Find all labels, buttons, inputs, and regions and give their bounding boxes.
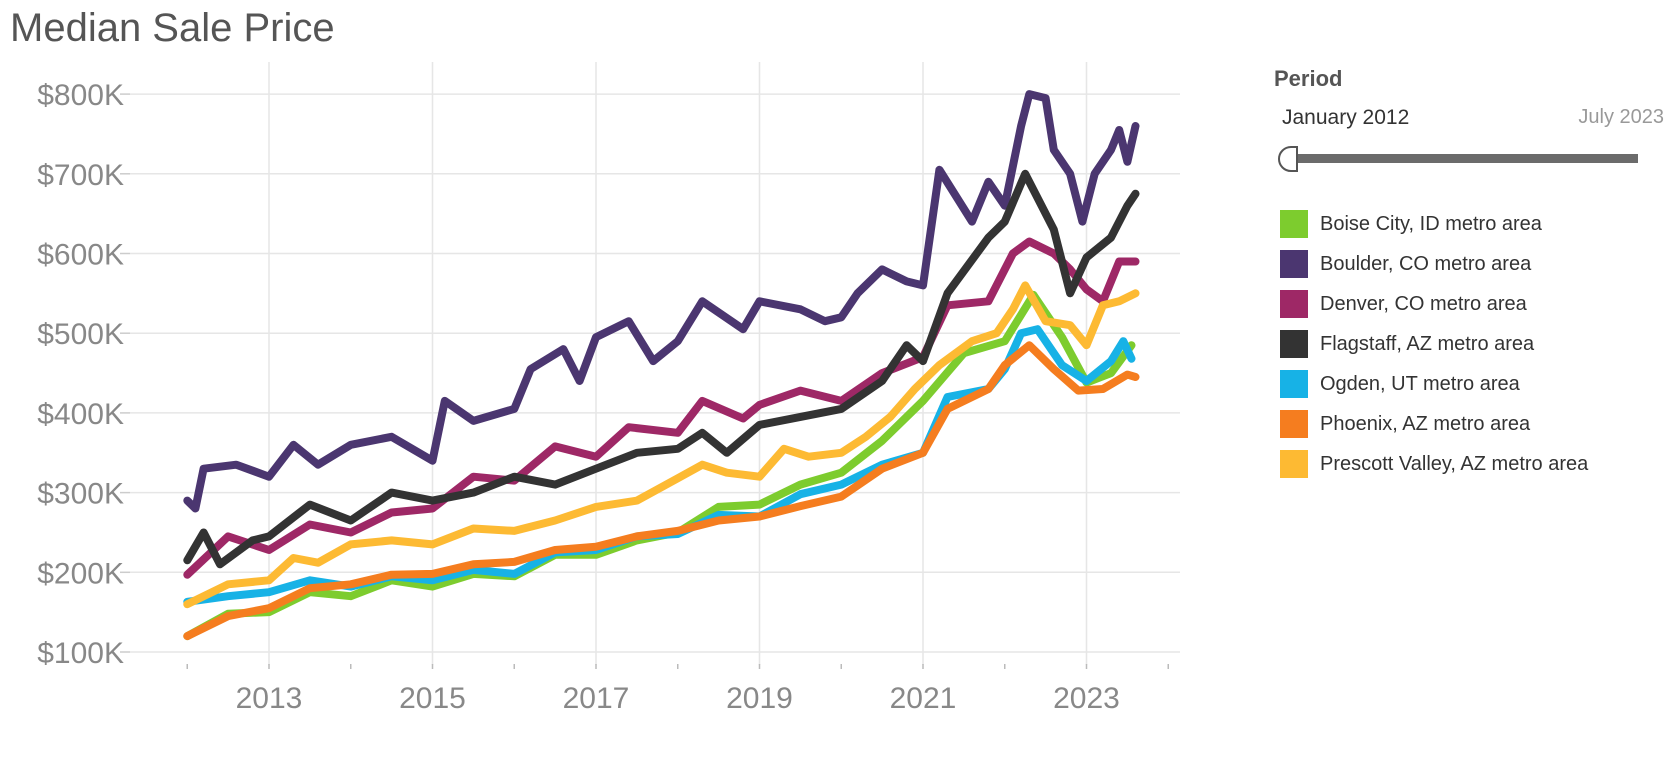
y-tick-label: $200K <box>37 557 124 590</box>
legend-swatch <box>1280 210 1308 238</box>
legend-swatch <box>1280 450 1308 478</box>
grid-lines <box>120 62 1180 669</box>
y-axis-ticks: $100K $200K $300K $400K $500K $600K $700K $800K <box>37 79 124 670</box>
legend-label: Phoenix, AZ metro area <box>1320 412 1531 435</box>
legend-item[interactable]: Ogden, UT metro area <box>1280 364 1588 404</box>
legend-label: Denver, CO metro area <box>1320 292 1527 315</box>
y-tick-label: $500K <box>37 318 124 351</box>
series-line-6 <box>183 281 1140 609</box>
legend-item[interactable]: Prescott Valley, AZ metro area <box>1280 444 1588 484</box>
x-tick-label: 2013 <box>236 682 303 715</box>
y-tick-label: $100K <box>37 637 124 670</box>
chart-title: Median Sale Price <box>10 6 335 50</box>
legend-item[interactable]: Phoenix, AZ metro area <box>1280 404 1588 444</box>
y-tick-label: $300K <box>37 478 124 511</box>
period-end-label: July 2023 <box>1578 106 1664 128</box>
legend-item[interactable]: Boulder, CO metro area <box>1280 244 1588 284</box>
legend-swatch <box>1280 250 1308 278</box>
legend-label: Prescott Valley, AZ metro area <box>1320 452 1589 475</box>
legend-swatch <box>1280 290 1308 318</box>
period-filter-title: Period <box>1274 66 1343 91</box>
series-line-3 <box>183 169 1140 569</box>
series-line-1 <box>183 90 1140 513</box>
legend-label: Boulder, CO metro area <box>1320 252 1532 275</box>
y-tick-label: $400K <box>37 398 124 431</box>
legend-swatch <box>1280 410 1308 438</box>
legend-item[interactable]: Denver, CO metro area <box>1280 284 1588 324</box>
series-line-2 <box>183 237 1140 579</box>
legend-item[interactable]: Boise City, ID metro area <box>1280 204 1588 244</box>
legend-label: Boise City, ID metro area <box>1320 212 1542 235</box>
legend-item[interactable]: Flagstaff, AZ metro area <box>1280 324 1588 364</box>
y-tick-label: $600K <box>37 239 124 272</box>
x-tick-label: 2021 <box>890 682 957 715</box>
y-tick-label: $800K <box>37 79 124 112</box>
legend-swatch <box>1280 330 1308 358</box>
legend-label: Flagstaff, AZ metro area <box>1320 332 1535 355</box>
series-line-0 <box>183 290 1136 641</box>
period-slider[interactable] <box>1278 146 1648 172</box>
y-tick-label: $700K <box>37 159 124 192</box>
x-tick-label: 2023 <box>1053 682 1120 715</box>
x-tick-label: 2019 <box>726 682 793 715</box>
line-chart: $100K $200K $300K $400K $500K $600K $700K $800K… <box>37 62 1180 715</box>
legend-swatch <box>1280 370 1308 398</box>
series-line-5 <box>183 341 1140 641</box>
x-tick-label: 2017 <box>563 682 630 715</box>
slider-track[interactable] <box>1288 154 1638 163</box>
x-tick-label: 2015 <box>399 682 466 715</box>
legend: Boise City, ID metro area Boulder, CO met… <box>1280 204 1588 484</box>
x-axis-ticks: 2013 2015 2017 2019 2021 2023 <box>236 682 1120 715</box>
series-lines <box>183 90 1140 641</box>
legend-label: Ogden, UT metro area <box>1320 372 1520 395</box>
slider-handle[interactable] <box>1278 146 1298 172</box>
period-start-label: January 2012 <box>1282 106 1410 129</box>
